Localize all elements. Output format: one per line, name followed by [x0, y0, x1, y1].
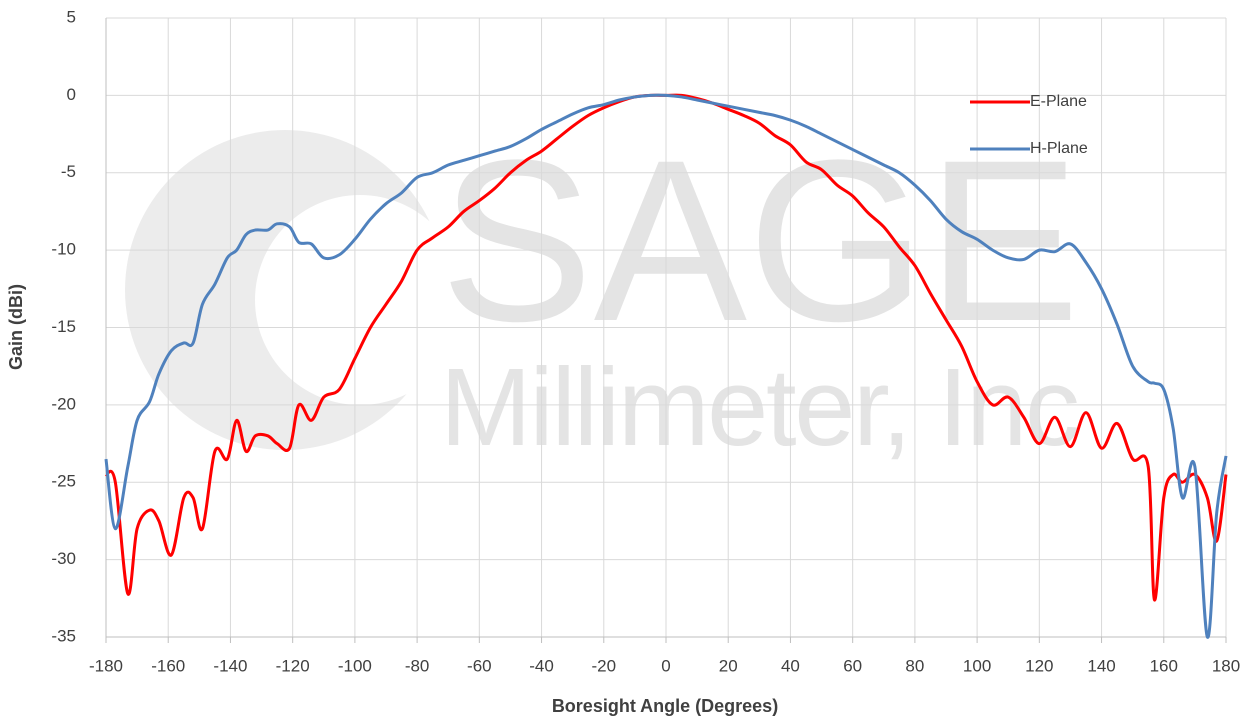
y-tick-label: -5 [61, 162, 76, 181]
legend-label: E-Plane [1030, 93, 1087, 110]
y-tick-label: 5 [67, 7, 76, 26]
y-axis-title: Gain (dBi) [6, 284, 26, 370]
x-axis-title: Boresight Angle (Degrees) [552, 696, 778, 716]
y-tick-label: -25 [51, 472, 76, 491]
x-tick-label: 80 [905, 656, 924, 675]
x-tick-label: 20 [719, 656, 738, 675]
x-tick-label: 160 [1150, 656, 1178, 675]
watermark-title: SAGE [440, 112, 1080, 369]
x-tick-label: -180 [89, 656, 123, 675]
y-tick-label: -30 [51, 549, 76, 568]
x-tick-label: -80 [405, 656, 430, 675]
watermark-subtitle: Millimeter, Inc [440, 346, 1080, 469]
legend-label: H-Plane [1030, 140, 1088, 157]
x-tick-label: 180 [1212, 656, 1240, 675]
x-tick-label: -100 [338, 656, 372, 675]
x-tick-label: -140 [213, 656, 247, 675]
x-tick-label: 140 [1087, 656, 1115, 675]
x-tick-label: 40 [781, 656, 800, 675]
y-tick-label: -35 [51, 626, 76, 645]
x-tick-label: -160 [151, 656, 185, 675]
y-tick-label: 0 [67, 85, 76, 104]
y-tick-label: -10 [51, 240, 76, 259]
y-tick-label: -20 [51, 394, 76, 413]
x-tick-label: 120 [1025, 656, 1053, 675]
x-tick-label: -120 [276, 656, 310, 675]
watermark: SAGE Millimeter, Inc [125, 112, 1080, 469]
y-tick-label: -15 [51, 317, 76, 336]
x-tick-label: 60 [843, 656, 862, 675]
watermark-logo [255, 195, 465, 405]
x-tick-label: -20 [591, 656, 616, 675]
x-tick-label: -60 [467, 656, 492, 675]
x-tick-label: 100 [963, 656, 991, 675]
x-tick-label: 0 [661, 656, 670, 675]
x-tick-label: -40 [529, 656, 554, 675]
data-line [104, 93, 1228, 639]
